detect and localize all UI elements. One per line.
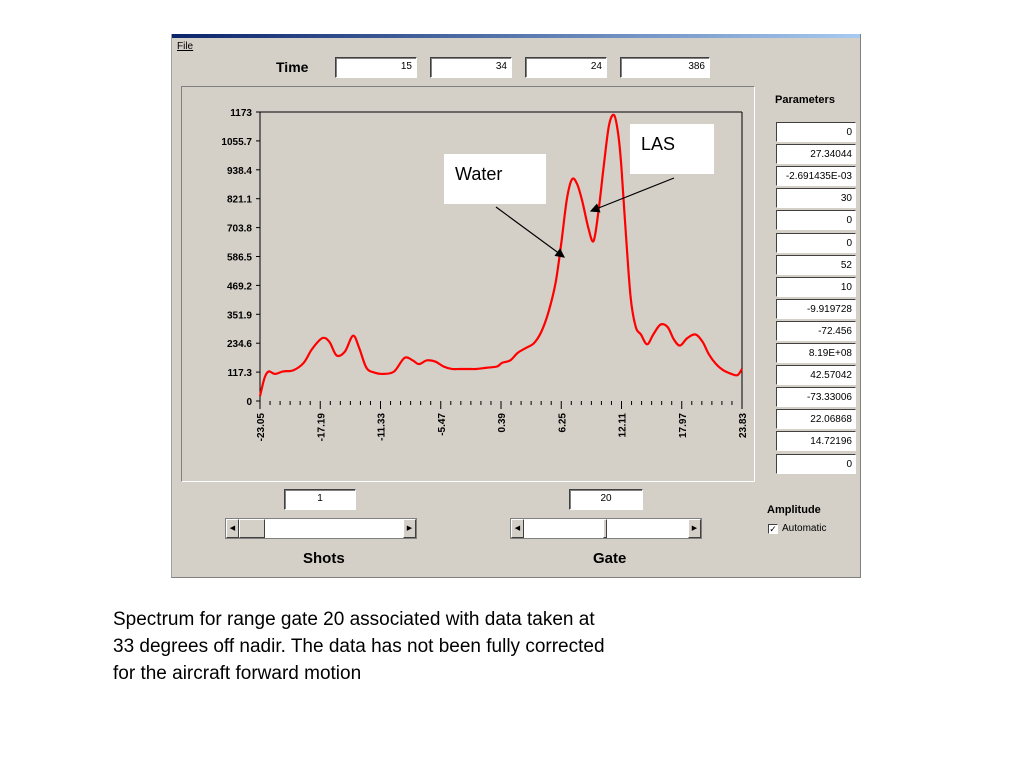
x-tick-label: 6.25 (557, 413, 568, 433)
y-tick-label: 938.4 (227, 166, 252, 177)
parameter-field[interactable]: -2.691435E-03 (776, 166, 856, 187)
y-tick-label: 234.6 (227, 339, 252, 350)
parameters-title: Parameters (775, 94, 835, 106)
x-axis: -23.05 -17.19 -11.33 -5.47 0.39 6.25 12.11 17.9… (256, 401, 749, 441)
x-tick-label: 12.11 (618, 413, 629, 438)
parameter-field[interactable]: 10 (776, 276, 856, 297)
gate-value-field[interactable]: 20 (569, 489, 643, 510)
shots-value-field[interactable]: 1 (284, 489, 356, 510)
parameter-field[interactable]: 42.57042 (776, 365, 856, 386)
app-window: File Time 15 34 24 386 1173 1055.7 938.4 82… (171, 34, 861, 578)
plot-area: 1173 1055.7 938.4 821.1 703.8 586.5 469.2 351.9… (181, 86, 755, 482)
series-line (258, 113, 743, 397)
y-tick-label: 1173 (230, 108, 252, 119)
parameter-field[interactable]: 14.72196 (776, 431, 856, 452)
automatic-checkbox[interactable]: ✓ (768, 524, 778, 534)
las-callout: LAS (630, 124, 714, 174)
shots-scroll-right-icon[interactable]: ▶ (403, 519, 416, 538)
series-group (258, 113, 743, 397)
x-tick-label: 0.39 (497, 413, 508, 433)
time-label: Time (276, 59, 309, 75)
shots-label: Shots (303, 550, 345, 567)
y-tick-label: 0 (246, 397, 252, 408)
parameter-field[interactable]: 30 (776, 188, 856, 209)
time-field-4[interactable]: 386 (620, 57, 710, 78)
time-field-3[interactable]: 24 (525, 57, 607, 78)
x-tick-label: -23.05 (256, 413, 267, 442)
shots-scroll-thumb[interactable] (239, 519, 265, 538)
water-callout: Water (444, 154, 546, 204)
amplitude-title: Amplitude (767, 504, 821, 516)
y-tick-label: 469.2 (227, 281, 252, 292)
figure-caption: Spectrum for range gate 20 associated wi… (113, 609, 605, 684)
y-tick-label: 821.1 (227, 195, 252, 206)
y-tick-label: 1055.7 (221, 137, 252, 148)
parameter-field[interactable]: 0 (776, 453, 856, 474)
parameter-field[interactable]: 52 (776, 254, 856, 275)
x-tick-label: -5.47 (437, 413, 448, 436)
y-tick-label: 117.3 (228, 368, 253, 379)
x-tick-label: 17.97 (678, 413, 689, 438)
time-field-1[interactable]: 15 (335, 57, 417, 78)
parameter-field[interactable]: -73.33006 (776, 387, 856, 408)
y-axis: 1173 1055.7 938.4 821.1 703.8 586.5 469.2 351.9… (221, 108, 743, 408)
title-bar (172, 34, 860, 38)
gate-scroll-left-icon[interactable]: ◀ (511, 519, 524, 538)
parameter-field[interactable]: -72.456 (776, 320, 856, 341)
parameter-field[interactable]: 0 (776, 232, 856, 253)
spectrum-chart: 1173 1055.7 938.4 821.1 703.8 586.5 469.2 351.9… (221, 108, 749, 441)
parameter-field[interactable]: 27.34044 (776, 144, 856, 165)
parameter-field[interactable]: 0 (776, 122, 856, 142)
water-label: Water (455, 164, 503, 184)
x-tick-label: -17.19 (316, 413, 327, 442)
las-label: LAS (641, 134, 676, 154)
parameter-field[interactable]: -9.919728 (776, 298, 856, 319)
gate-scroll-thumb[interactable] (603, 519, 607, 538)
annotation-arrows (495, 177, 675, 258)
y-tick-label: 351.9 (227, 310, 252, 321)
parameter-field[interactable]: 22.06868 (776, 409, 856, 430)
menu-bar: File (177, 41, 193, 52)
y-tick-label: 703.8 (227, 224, 252, 235)
shots-scrollbar[interactable]: ◀ ▶ (225, 518, 417, 539)
parameter-field[interactable]: 0 (776, 210, 856, 231)
time-field-2[interactable]: 34 (430, 57, 512, 78)
las-arrow (589, 177, 675, 213)
shots-scroll-left-icon[interactable]: ◀ (226, 519, 239, 538)
gate-scrollbar[interactable]: ◀ ▶ (510, 518, 702, 539)
x-tick-label: 23.83 (738, 413, 749, 438)
gate-label: Gate (593, 550, 627, 567)
automatic-label: Automatic (782, 523, 827, 534)
menu-file[interactable]: File (177, 41, 194, 52)
x-tick-label: -11.33 (377, 413, 388, 441)
parameter-field[interactable]: 8.19E+08 (776, 343, 856, 363)
y-tick-label: 586.5 (227, 253, 252, 264)
gate-scroll-right-icon[interactable]: ▶ (688, 519, 701, 538)
water-arrow (495, 206, 565, 258)
